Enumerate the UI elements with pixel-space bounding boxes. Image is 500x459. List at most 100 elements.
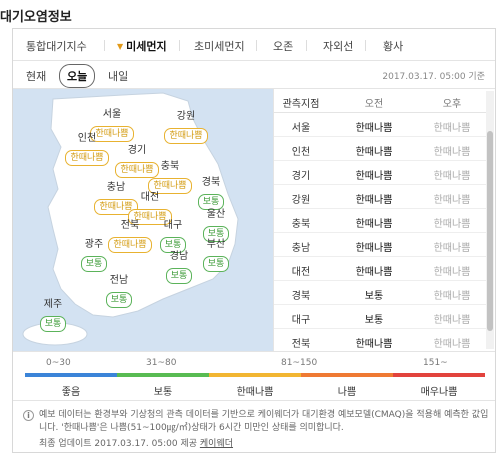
grade-badge: 한때나쁨 — [115, 162, 159, 178]
pm-cell: 한때나쁨 — [433, 267, 471, 278]
table-row: 충북 한때나쁨 한때나쁨 — [274, 209, 486, 233]
region-name: 울산 — [206, 209, 226, 220]
region-name: 전북 — [120, 220, 140, 231]
am-cell: 보통 — [364, 291, 384, 302]
station-cell: 경기 — [291, 171, 311, 182]
station-cell: 강원 — [291, 195, 311, 206]
table-row: 대전 한때나쁨 한때나쁨 — [274, 257, 486, 281]
day-today[interactable]: 오늘 — [59, 64, 96, 88]
tab-uv[interactable]: 자외선 — [323, 40, 354, 53]
region-name: 경북 — [201, 177, 221, 188]
grade-badge: 한때나쁨 — [65, 150, 109, 166]
am-cell: 보통 — [364, 315, 384, 326]
caret-down-icon: ▼ — [117, 42, 124, 51]
grade-badge: 보통 — [105, 292, 133, 308]
scrollbar-thumb[interactable] — [487, 131, 493, 331]
korea-map: 서울 한때나쁨 강원 한때나쁨 인천 한때나쁨 경기 한때나쁨 충북 한때나쁨 … — [13, 89, 273, 351]
region-name: 전남 — [109, 275, 129, 286]
table-row: 전북 한때나쁨 한때나쁨 — [274, 329, 486, 351]
region-busan[interactable]: 부산 보통 — [193, 239, 239, 272]
region-jeonnam[interactable]: 전남 보통 — [96, 275, 142, 308]
pollutant-tabs: 통합대기지수 ▼ 미세먼지 초미세먼지 오존 자외선 황사 — [13, 29, 495, 61]
tab-integrated-index[interactable]: 통합대기지수 — [26, 40, 87, 53]
am-cell: 한때나쁨 — [355, 267, 393, 278]
region-incheon[interactable]: 인천 한때나쁨 — [64, 133, 110, 166]
region-gyeongbuk[interactable]: 경북 보통 — [188, 177, 234, 210]
am-cell: 한때나쁨 — [355, 123, 393, 134]
grade-badge: 보통 — [165, 268, 193, 284]
station-cell: 전북 — [291, 339, 311, 350]
last-updated: 최종 업데이트 2017.03.17. 05:00 제공 케이웨더 — [39, 438, 233, 451]
legend-label-partly-bad: 한때나쁨 — [236, 387, 274, 398]
day-now[interactable]: 현재 — [26, 70, 47, 83]
grade-badge: 한때나쁨 — [164, 128, 208, 144]
region-daejeon[interactable]: 대전 한때나쁨 — [127, 192, 173, 225]
table-header: 관측지점 오전 오후 — [274, 89, 486, 113]
region-name: 강원 — [176, 111, 196, 122]
column-header-station: 관측지점 — [282, 99, 320, 110]
pm-cell: 한때나쁨 — [433, 339, 471, 350]
region-name: 경기 — [127, 145, 147, 156]
station-cell: 서울 — [291, 123, 311, 134]
grade-badge: 한때나쁨 — [148, 178, 192, 194]
region-jeonbuk[interactable]: 전북 한때나쁨 — [107, 220, 153, 253]
am-cell: 한때나쁨 — [355, 219, 393, 230]
tab-separator — [104, 40, 105, 51]
grade-badge: 한때나쁨 — [108, 237, 152, 253]
table-scrollbar[interactable] — [486, 91, 494, 349]
air-quality-panel: 통합대기지수 ▼ 미세먼지 초미세먼지 오존 자외선 황사 현재 오늘 내일 20… — [12, 28, 496, 453]
page-title: 대기오염정보 — [0, 10, 72, 25]
table-row: 충남 한때나쁨 한때나쁨 — [274, 233, 486, 257]
base-time: 2017.03.17. 05:00 기준 — [382, 72, 485, 82]
table-row: 경기 한때나쁨 한때나쁨 — [274, 161, 486, 185]
table-row: 서울 한때나쁨 한때나쁨 — [274, 113, 486, 137]
region-chungbuk[interactable]: 충북 한때나쁨 — [147, 161, 193, 194]
legend-bar-partly-bad — [209, 373, 301, 377]
pm-cell: 한때나쁨 — [433, 291, 471, 302]
region-chungnam[interactable]: 충남 한때나쁨 — [93, 182, 139, 215]
region-name: 충남 — [106, 182, 126, 193]
region-gangwon[interactable]: 강원 한때나쁨 — [163, 111, 209, 144]
region-gyeongnam[interactable]: 경남 보통 — [156, 251, 202, 284]
tab-fine-dust[interactable]: ▼ 미세먼지 — [117, 38, 167, 54]
tab-ozone[interactable]: 오존 — [273, 40, 294, 53]
grade-badge: 보통 — [202, 226, 230, 242]
region-daegu[interactable]: 대구 보통 — [150, 220, 196, 253]
legend-bar-bad — [301, 373, 393, 377]
region-name: 제주 — [43, 299, 63, 310]
grade-legend: 0~30 31~80 81~150 151~ 좋음 보통 한때나쁨 나쁨 매우나… — [13, 351, 495, 401]
info-icon: i — [23, 410, 34, 421]
station-cell: 경북 — [291, 291, 311, 302]
legend-label-good: 좋음 — [61, 387, 81, 398]
legend-label-very-bad: 매우나쁨 — [420, 387, 458, 398]
grade-badge: 보통 — [80, 256, 108, 272]
updated-text: 최종 업데이트 2017.03.17. 05:00 제공 — [39, 439, 198, 449]
region-name: 부산 — [206, 239, 226, 250]
legend-range: 0~30 — [46, 358, 71, 368]
grade-badge: 보통 — [202, 256, 230, 272]
station-cell: 충남 — [291, 243, 311, 254]
pm-cell: 한때나쁨 — [433, 147, 471, 158]
region-ulsan[interactable]: 울산 보통 — [193, 209, 239, 242]
tab-separator — [365, 40, 366, 51]
region-name: 경남 — [169, 251, 189, 262]
region-gyeonggi[interactable]: 경기 한때나쁨 — [114, 145, 160, 178]
tab-separator — [256, 40, 257, 51]
station-cell: 대구 — [291, 315, 311, 326]
region-jeju[interactable]: 제주 보통 — [30, 299, 76, 332]
tab-separator — [179, 40, 180, 51]
tab-yellow-dust[interactable]: 황사 — [383, 40, 404, 53]
tab-ultrafine-dust[interactable]: 초미세먼지 — [194, 40, 245, 53]
provider-link[interactable]: 케이웨더 — [199, 439, 234, 449]
legend-range: 31~80 — [146, 358, 177, 368]
legend-bar-normal — [117, 373, 209, 377]
grade-badge: 한때나쁨 — [128, 209, 172, 225]
grade-badge: 보통 — [159, 237, 187, 253]
region-gwangju[interactable]: 광주 보통 — [71, 239, 117, 272]
region-seoul[interactable]: 서울 한때나쁨 — [89, 109, 135, 142]
table-row: 대구 보통 한때나쁨 — [274, 305, 486, 329]
am-cell: 한때나쁨 — [355, 171, 393, 182]
legend-bar-very-bad — [393, 373, 485, 377]
day-tomorrow[interactable]: 내일 — [108, 70, 129, 83]
grade-badge: 한때나쁨 — [94, 199, 138, 215]
